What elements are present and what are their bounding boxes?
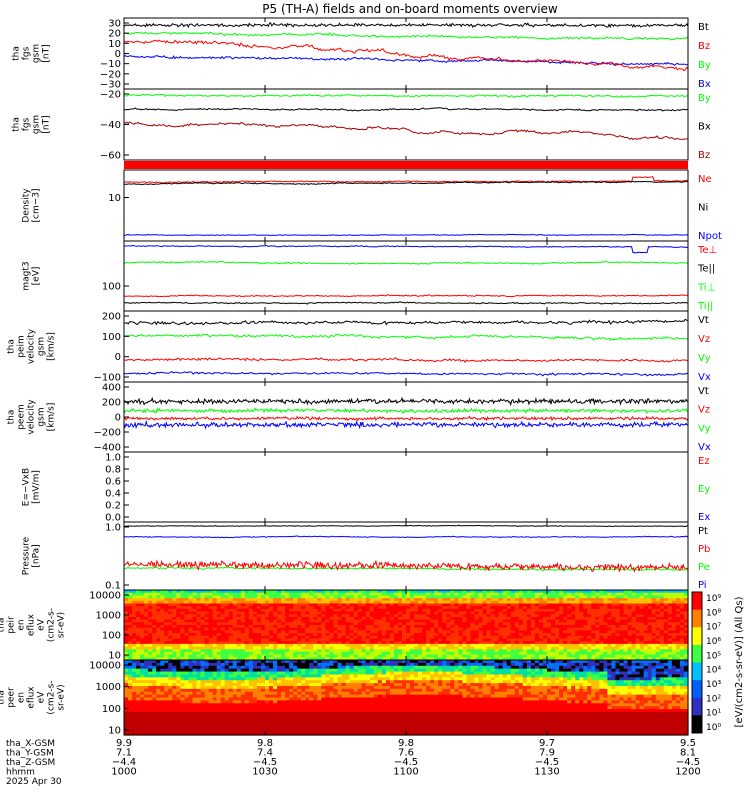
- series-line-ve-x: [124, 422, 688, 428]
- series-line-ve-t: [124, 398, 688, 404]
- panel-fgs2: [124, 94, 688, 139]
- separator-bar: [124, 161, 688, 169]
- series-line-bt: [124, 23, 688, 27]
- series-line-ve-z: [124, 417, 688, 421]
- series-line-by2: [124, 94, 688, 97]
- series-line-bx2: [124, 108, 688, 111]
- series-line-vi-x: [124, 372, 688, 376]
- panel-ve: [124, 398, 688, 428]
- page-title: P5 (TH-A) fields and on-board moments ov…: [124, 2, 696, 16]
- series-line-vi-y: [124, 334, 688, 340]
- series-line-bx: [124, 56, 688, 66]
- series-line-ti-perp: [124, 245, 688, 253]
- panel-pressure: [124, 525, 688, 571]
- series-line-vi-z: [124, 358, 688, 362]
- series-line-npot: [124, 234, 688, 235]
- series-line-bz: [124, 40, 688, 71]
- series-line-vi-t: [124, 319, 688, 325]
- panel-vi: [124, 319, 688, 376]
- spectrogram-peer: [124, 660, 689, 736]
- series-line-te-perp: [124, 295, 688, 297]
- series-line-pi: [124, 536, 688, 538]
- series-line-ve-y: [124, 408, 688, 413]
- series-line-te-par: [124, 302, 688, 304]
- panel-density: [124, 177, 688, 236]
- spectrogram-peir: [124, 590, 689, 661]
- panel-temp: [124, 245, 688, 304]
- panel-fgs: [124, 23, 688, 71]
- series-line-by: [124, 32, 688, 40]
- series-line-bz2: [124, 122, 688, 140]
- series-line-ti-par: [124, 261, 688, 264]
